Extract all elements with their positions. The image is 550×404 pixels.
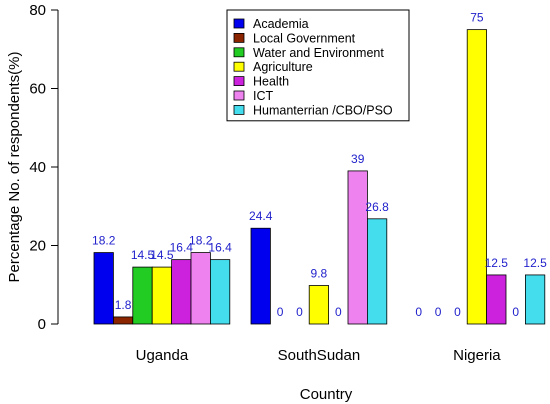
y-axis-title: Percentage No. of respondents(%): [6, 52, 23, 283]
data-label: 0: [454, 305, 461, 319]
data-label: 18.2: [92, 234, 116, 248]
data-label: 18.2: [189, 234, 213, 248]
data-label: 0: [296, 305, 303, 319]
legend-label: Agriculture: [253, 60, 313, 74]
bar: [132, 266, 153, 325]
y-tick-label: 40: [29, 159, 46, 176]
y-tick-label: 80: [29, 2, 46, 19]
data-label: 0: [512, 305, 519, 319]
legend-swatch: [233, 18, 245, 29]
bar: [93, 252, 114, 325]
legend-swatch: [233, 61, 245, 72]
bar: [347, 170, 368, 325]
data-label: 16.4: [208, 241, 232, 255]
bar: [466, 29, 488, 325]
x-tick-label: Nigeria: [453, 347, 501, 364]
bar: [190, 252, 211, 325]
data-label: 0: [415, 305, 422, 319]
legend-swatch: [233, 76, 245, 86]
y-tick-label: 0: [38, 316, 46, 333]
data-label: 39: [351, 152, 365, 166]
data-label: 14.5: [131, 248, 155, 262]
y-tick-label: 60: [29, 81, 46, 98]
x-tick-label: Uganda: [136, 347, 189, 364]
data-label: 0: [435, 305, 442, 319]
bar: [171, 259, 192, 325]
x-axis-title: Country: [300, 386, 353, 403]
legend-swatch: [233, 47, 245, 58]
data-label: 0: [277, 305, 284, 319]
bars: [93, 29, 546, 325]
y-tick-label: 20: [29, 238, 46, 255]
y-axis: 0 20 40 60 80: [29, 2, 59, 333]
legend-label: Academia: [253, 17, 309, 31]
data-label: 14.5: [150, 248, 174, 262]
bar: [366, 218, 388, 325]
data-label: 12.5: [485, 256, 509, 270]
data-label: 1.8: [115, 298, 132, 312]
legend-swatch: [233, 90, 245, 101]
bar: [308, 285, 330, 325]
legend-swatch: [233, 105, 245, 115]
data-label: 75: [470, 11, 484, 25]
bar: [250, 227, 271, 325]
bar: [525, 274, 546, 325]
data-label: 26.8: [365, 200, 389, 214]
x-tick-label: SouthSudan: [278, 347, 361, 364]
bar: [151, 266, 172, 325]
data-labels: 18.21.814.514.516.418.216.424.40 09.80392…: [92, 11, 547, 319]
legend-swatch: [233, 33, 245, 43]
legend-label: Water and Environment: [253, 46, 384, 60]
legend-box: [226, 9, 410, 122]
legend-label: ICT: [253, 89, 274, 103]
bar: [113, 316, 134, 325]
legend-label: Local Government: [253, 31, 356, 45]
legend-label: Humanterrian /CBO/PSO: [253, 103, 393, 117]
bar: [486, 274, 507, 325]
legend-label: Health: [253, 75, 289, 89]
data-label: 16.4: [170, 241, 194, 255]
data-label: 24.4: [249, 209, 273, 223]
data-label: 12.5: [523, 256, 547, 270]
x-tick-labels: Uganda SouthSudan Nigeria: [136, 347, 502, 364]
data-label: 0: [335, 305, 342, 319]
data-label: 9.8: [311, 267, 328, 281]
bar: [209, 259, 231, 325]
